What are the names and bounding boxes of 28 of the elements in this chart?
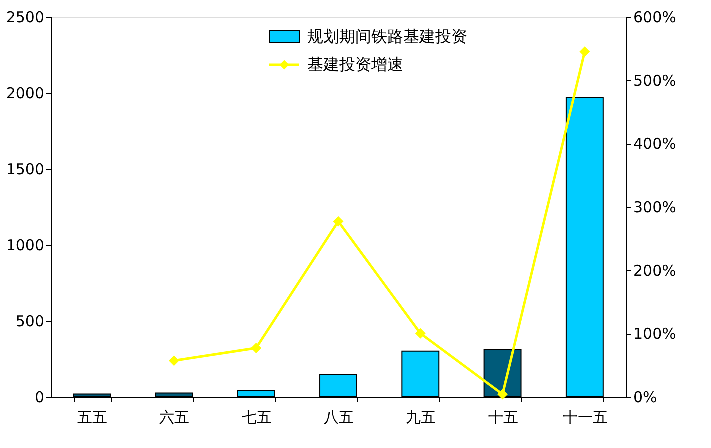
x-tick-label: 十一五 xyxy=(562,408,608,426)
y2-tick-label: 500% xyxy=(634,72,676,90)
legend-label: 规划期间铁路基建投资 xyxy=(308,27,468,46)
x-tick-label: 六五 xyxy=(160,408,190,426)
point xyxy=(168,356,180,366)
legend-label: 基建投资增速 xyxy=(308,55,404,74)
point xyxy=(415,328,426,339)
y-tick-label: 500 xyxy=(16,312,44,330)
y2-tick-label: 300% xyxy=(634,198,676,216)
point xyxy=(251,342,262,354)
y2-tick-label: 100% xyxy=(634,325,676,344)
y2-tick-label: 600% xyxy=(634,8,676,26)
y-tick-label: 1000 xyxy=(6,236,44,254)
x-tick-label: 十五 xyxy=(488,408,518,426)
y2-tick-label: 0% xyxy=(634,388,658,406)
x-tick-label: 九五 xyxy=(406,408,436,426)
x-tick-label: 八五 xyxy=(324,408,354,426)
y2-tick-label: 400% xyxy=(634,135,676,154)
point xyxy=(498,389,508,400)
point xyxy=(333,216,344,227)
y-tick-label: 0 xyxy=(34,388,44,406)
y-tick-label: 2000 xyxy=(6,84,44,102)
x-tick-label: 七五 xyxy=(242,408,272,426)
point xyxy=(580,46,590,58)
y-tick-label: 1500 xyxy=(6,160,44,178)
y2-tick-label: 200% xyxy=(634,262,676,280)
y-tick-label: 2500 xyxy=(6,8,44,26)
x-tick-label: 五五 xyxy=(78,408,108,426)
